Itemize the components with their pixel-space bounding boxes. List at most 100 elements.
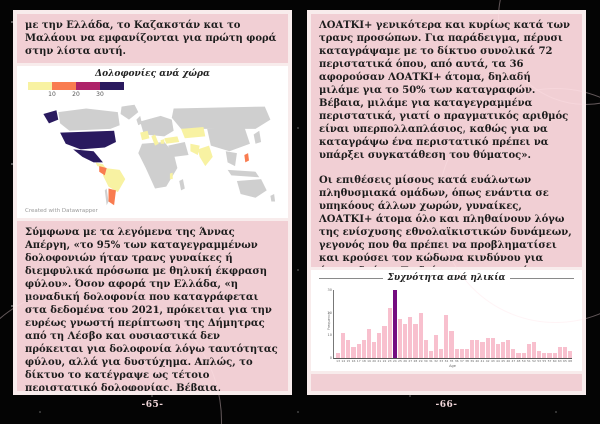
- bar-highlighted: [392, 290, 397, 358]
- x-axis-label: Age: [449, 364, 456, 368]
- bar: [397, 319, 403, 358]
- bar: [501, 342, 506, 358]
- bar-column: 28: [413, 290, 418, 363]
- map-philippines: [244, 153, 250, 163]
- bar-column: 51: [526, 290, 531, 363]
- bar-y-tick-label: 30: [327, 288, 332, 292]
- bar-x-tick-label: 14: [341, 359, 346, 363]
- bar-x-tick-label: 18: [361, 359, 366, 363]
- bar-column: 65: [562, 290, 568, 363]
- bar-x-tick-label: 46: [506, 359, 511, 363]
- bar-column: 26: [403, 290, 408, 363]
- bar: [547, 353, 552, 358]
- bar-column: 18: [361, 290, 366, 363]
- map-argentina: [108, 188, 116, 206]
- bar-x-tick-label: 34: [444, 359, 449, 363]
- bar: [423, 339, 428, 358]
- bar-x-tick-label: 19: [367, 359, 371, 363]
- bar-column: 22: [382, 290, 387, 363]
- right-paragraph-1: ΛΟΑΤΚΙ+ γενικότερα και κυρίως κατά των τ…: [319, 20, 570, 161]
- bar-x-tick-label: 23: [387, 359, 392, 363]
- bar-y-tick-label: 10: [327, 333, 332, 338]
- bar-x-tick-label: 22: [382, 359, 387, 363]
- bar-x-tick-label: 43: [490, 359, 495, 363]
- bar-column: 39: [470, 290, 475, 363]
- legend-segment-yellow: [28, 82, 52, 90]
- bar: [356, 344, 361, 358]
- bar: [490, 337, 495, 358]
- right-paragraph-2: Οι επιθέσεις μίσους κατά ευάλωτων πληθυσ…: [319, 175, 572, 267]
- age-frequency-chart-card: Συχνότητα ανά ηλικία Frequency 13 14 15 16 1…: [311, 270, 582, 371]
- map-turkey: [164, 136, 180, 144]
- legend-tick-label: 10: [48, 91, 56, 98]
- map-africa: [138, 141, 178, 189]
- map-china: [207, 127, 250, 152]
- bar-x-tick-label: 36: [454, 359, 459, 363]
- bar-column: 36: [454, 290, 459, 363]
- bar: [562, 346, 568, 358]
- bar: [428, 351, 433, 358]
- map-kazakhstan: [181, 127, 206, 139]
- bar: [382, 326, 387, 358]
- bar: [444, 314, 449, 358]
- bar-column: 57: [547, 290, 552, 363]
- bar-column: 43: [490, 290, 495, 363]
- bar-column: 55: [542, 290, 547, 363]
- bar-column: 16: [351, 290, 356, 363]
- bar: [495, 344, 500, 358]
- bar-x-tick-label: 20: [372, 359, 377, 363]
- bar-column: 45: [501, 290, 506, 363]
- bar-column: 27: [408, 290, 413, 363]
- bar-column: 29: [418, 290, 423, 363]
- bar-column: 46: [506, 290, 511, 363]
- bar-column: 41: [480, 290, 485, 363]
- bar-y-tick-label: 0: [329, 356, 332, 360]
- bar-x-tick-label: 28: [413, 359, 418, 363]
- bar: [361, 339, 366, 358]
- bar-column: 30: [423, 290, 428, 363]
- bar-column: 35: [449, 290, 454, 363]
- bar-x-tick-label: 68: [568, 359, 573, 363]
- bar-x-tick-label: 41: [480, 359, 485, 363]
- bar: [511, 348, 516, 358]
- bar: [413, 324, 418, 358]
- bar-x-tick-label: 45: [501, 359, 505, 363]
- bar-column: 60: [552, 290, 557, 363]
- bar-column: 52: [531, 290, 537, 363]
- bar-x-tick-label: 42: [485, 359, 490, 363]
- legend-tick-label: 20: [72, 91, 80, 98]
- bar-x-tick-label: 63: [557, 359, 562, 363]
- bar: [531, 342, 537, 358]
- bar-x-tick-label: 24: [392, 359, 397, 363]
- bar-column: 23: [387, 290, 392, 363]
- bar: [418, 312, 423, 358]
- bar-column: 44: [495, 290, 500, 363]
- title-rule-right: [510, 277, 574, 279]
- bar: [351, 346, 356, 358]
- bar: [454, 348, 459, 358]
- bar-column: 19: [366, 290, 372, 363]
- legend-segment-orange: [52, 82, 76, 90]
- bar-column: 37: [459, 290, 464, 363]
- bar-x-tick-label: 60: [552, 359, 557, 363]
- bar-x-tick-label: 53: [537, 359, 542, 363]
- bar-column: 17: [356, 290, 361, 363]
- bar: [506, 339, 511, 358]
- bar: [341, 333, 346, 358]
- bar-column: 42: [485, 290, 490, 363]
- left-body-paragraph: Σύμφωνα με τα λεγόμενα της Άννας Απέργη,…: [17, 221, 288, 391]
- map-japan: [253, 130, 262, 144]
- bar-x-tick-label: 39: [470, 359, 475, 363]
- y-axis-label: Frequency: [327, 312, 332, 331]
- map-mexico: [73, 149, 103, 163]
- world-map: [43, 104, 276, 206]
- bar-column: 25: [397, 290, 403, 363]
- bar-x-tick-label: 48: [516, 359, 521, 363]
- bar-x-tick-label: 52: [532, 359, 536, 363]
- bar: [470, 339, 475, 358]
- bar-x-tick-label: 51: [526, 359, 531, 363]
- right-bottom-empty-block: [311, 374, 582, 391]
- bar-column: 50: [521, 290, 526, 363]
- title-rule-left: [319, 277, 383, 279]
